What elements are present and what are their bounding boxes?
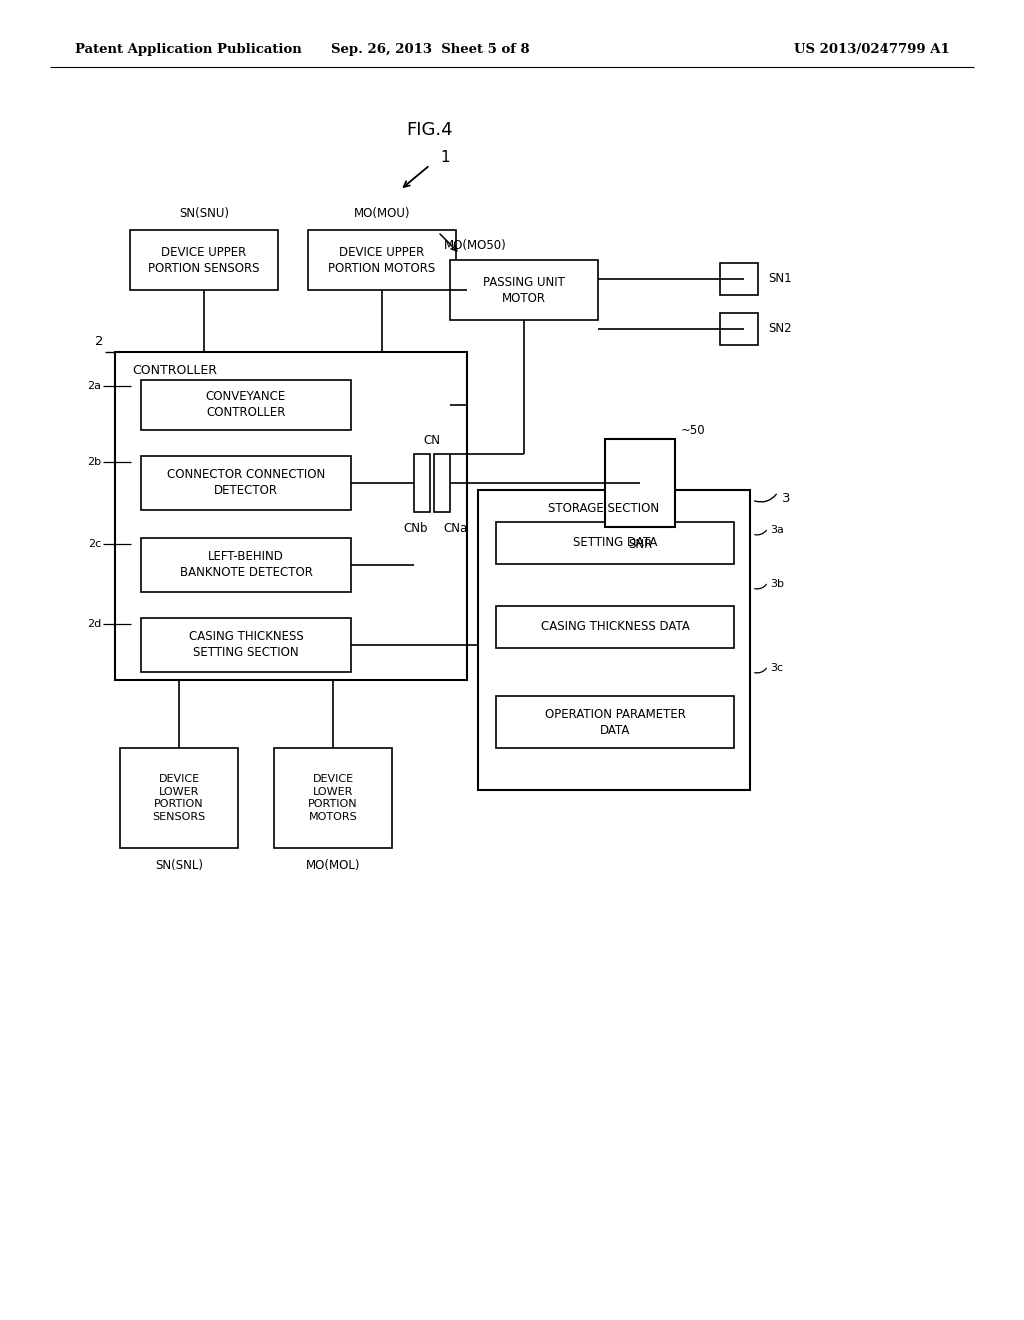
Text: 2: 2 bbox=[94, 335, 103, 348]
Text: SN2: SN2 bbox=[768, 322, 792, 335]
Text: DEVICE UPPER
PORTION MOTORS: DEVICE UPPER PORTION MOTORS bbox=[329, 246, 435, 275]
Bar bbox=[496, 606, 734, 648]
Text: 3a: 3a bbox=[770, 525, 784, 535]
Bar bbox=[308, 230, 456, 290]
Text: Sep. 26, 2013  Sheet 5 of 8: Sep. 26, 2013 Sheet 5 of 8 bbox=[331, 44, 529, 57]
Text: LEFT-BEHIND
BANKNOTE DETECTOR: LEFT-BEHIND BANKNOTE DETECTOR bbox=[179, 550, 312, 579]
Bar bbox=[141, 539, 351, 591]
Bar bbox=[478, 490, 750, 789]
Text: CONTROLLER: CONTROLLER bbox=[132, 363, 217, 376]
Text: ~50: ~50 bbox=[681, 424, 706, 437]
Text: 1: 1 bbox=[440, 150, 450, 165]
Text: DEVICE UPPER
PORTION SENSORS: DEVICE UPPER PORTION SENSORS bbox=[148, 246, 260, 275]
Bar bbox=[130, 230, 278, 290]
Bar bbox=[274, 748, 392, 847]
Bar bbox=[141, 618, 351, 672]
Text: SETTING DATA: SETTING DATA bbox=[572, 536, 657, 549]
Bar bbox=[450, 260, 598, 319]
Text: SN(SNL): SN(SNL) bbox=[155, 859, 203, 873]
Bar bbox=[141, 455, 351, 510]
Bar bbox=[414, 454, 430, 512]
Text: PASSING UNIT
MOTOR: PASSING UNIT MOTOR bbox=[483, 276, 565, 305]
Text: 3b: 3b bbox=[770, 579, 784, 589]
Bar bbox=[115, 352, 467, 680]
Text: DEVICE
LOWER
PORTION
SENSORS: DEVICE LOWER PORTION SENSORS bbox=[153, 775, 206, 821]
Text: 3c: 3c bbox=[770, 663, 783, 673]
Text: CNb: CNb bbox=[403, 521, 428, 535]
Text: 3: 3 bbox=[782, 491, 791, 504]
Text: SNR: SNR bbox=[628, 539, 652, 552]
Text: CASING THICKNESS
SETTING SECTION: CASING THICKNESS SETTING SECTION bbox=[188, 631, 303, 660]
Text: CASING THICKNESS DATA: CASING THICKNESS DATA bbox=[541, 620, 689, 634]
Text: CN: CN bbox=[424, 433, 440, 446]
Text: SN(SNU): SN(SNU) bbox=[179, 207, 229, 220]
Bar bbox=[720, 313, 758, 345]
Bar bbox=[605, 440, 675, 527]
Text: STORAGE SECTION: STORAGE SECTION bbox=[549, 502, 659, 515]
Bar bbox=[141, 380, 351, 430]
Bar bbox=[120, 748, 238, 847]
Text: CNa: CNa bbox=[443, 521, 468, 535]
Text: MO(MOU): MO(MOU) bbox=[353, 207, 411, 220]
Bar bbox=[496, 696, 734, 748]
Text: FIG.4: FIG.4 bbox=[407, 121, 454, 139]
Text: CONVEYANCE
CONTROLLER: CONVEYANCE CONTROLLER bbox=[206, 391, 286, 420]
Text: MO(MO50): MO(MO50) bbox=[443, 239, 507, 252]
Text: 2a: 2a bbox=[87, 381, 101, 391]
Bar bbox=[434, 454, 450, 512]
Bar bbox=[720, 263, 758, 294]
Text: CONNECTOR CONNECTION
DETECTOR: CONNECTOR CONNECTION DETECTOR bbox=[167, 469, 326, 498]
Text: 2c: 2c bbox=[88, 539, 101, 549]
Text: Patent Application Publication: Patent Application Publication bbox=[75, 44, 302, 57]
Text: OPERATION PARAMETER
DATA: OPERATION PARAMETER DATA bbox=[545, 708, 685, 737]
Bar bbox=[496, 521, 734, 564]
Text: DEVICE
LOWER
PORTION
MOTORS: DEVICE LOWER PORTION MOTORS bbox=[308, 775, 357, 821]
Text: US 2013/0247799 A1: US 2013/0247799 A1 bbox=[795, 44, 950, 57]
Text: 2b: 2b bbox=[87, 457, 101, 467]
Text: 2d: 2d bbox=[87, 619, 101, 630]
Text: MO(MOL): MO(MOL) bbox=[306, 859, 360, 873]
Text: SN1: SN1 bbox=[768, 272, 792, 285]
